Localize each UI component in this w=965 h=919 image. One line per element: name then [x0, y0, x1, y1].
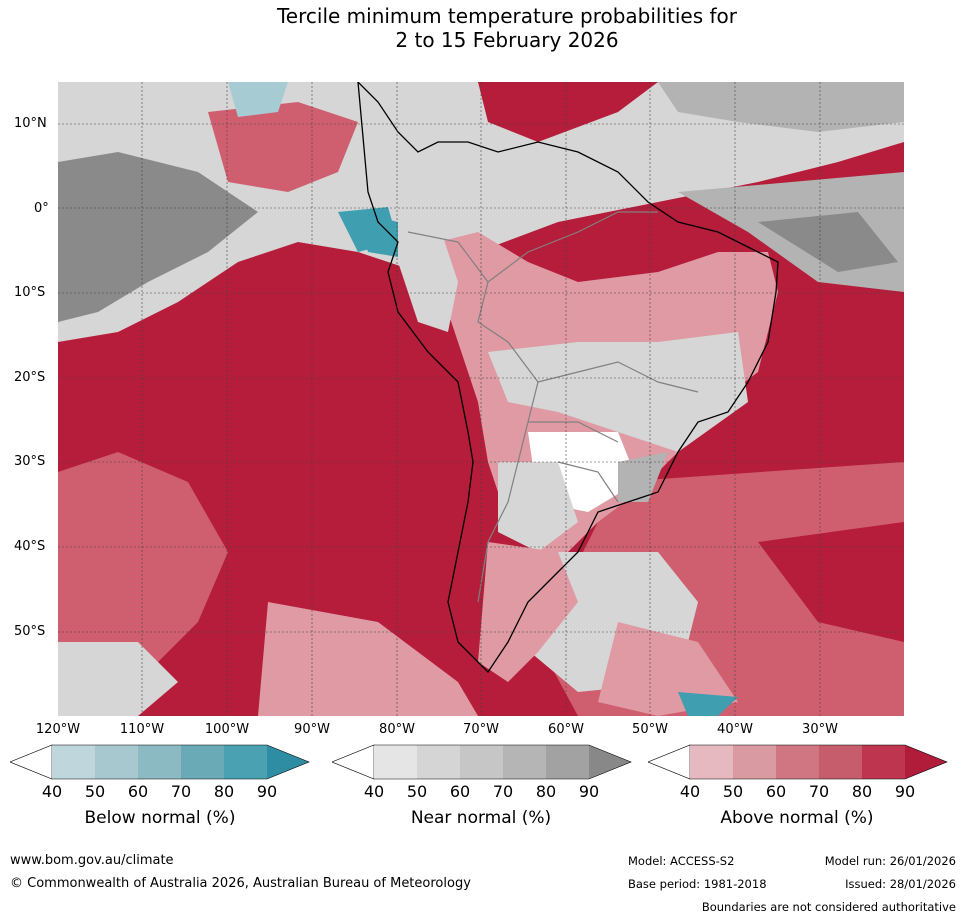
below-tick-90: 90	[256, 782, 278, 801]
above-tick-40: 40	[679, 782, 701, 801]
above-swatch-2	[733, 745, 776, 779]
above-tick-50: 50	[722, 782, 744, 801]
model-run-text: Model run: 26/01/2026	[824, 854, 956, 868]
above-normal-patch-south-atlantic	[598, 622, 738, 716]
below-normal-peru-coast	[358, 212, 398, 257]
near-normal-andes-north	[388, 222, 458, 332]
below-tick-50: 50	[84, 782, 106, 801]
above-normal-title: Above normal (%)	[720, 808, 874, 828]
above-swatch-5	[862, 745, 905, 779]
lon-label-110w: 110°W	[119, 722, 165, 737]
below-swatch-4	[181, 745, 224, 779]
near-tick-50: 50	[406, 782, 428, 801]
issued-text: Issued: 28/01/2026	[845, 877, 956, 891]
base-period-text: Base period: 1981-2018	[628, 877, 767, 891]
near-swatch-5	[546, 745, 589, 779]
title-line-2: 2 to 15 February 2026	[395, 28, 619, 52]
below-normal-patch-south-atlantic	[678, 692, 738, 716]
above-swatch-1	[690, 745, 733, 779]
near-tick-90: 90	[578, 782, 600, 801]
lat-label-20s: 20°S	[14, 370, 46, 385]
below-normal-patch-1	[228, 82, 288, 117]
title-line-1: Tercile minimum temperature probabilitie…	[276, 4, 738, 28]
map-canvas	[58, 82, 904, 716]
colorbar-below-normal	[10, 744, 310, 780]
above-normal-caribbean	[478, 82, 658, 142]
near-tick-60: 60	[449, 782, 471, 801]
below-tick-70: 70	[170, 782, 192, 801]
colorbar-above-graphic	[648, 744, 948, 780]
map-title: Tercile minimum temperature probabilitie…	[0, 4, 965, 52]
above-tick-60: 60	[765, 782, 787, 801]
lon-label-60w: 60°W	[548, 722, 584, 737]
below-swatch-3	[138, 745, 181, 779]
lon-label-100w: 100°W	[204, 722, 250, 737]
above-normal-low-south-pacific	[258, 602, 478, 716]
below-normal-title: Below normal (%)	[84, 808, 236, 828]
below-tick-60: 60	[127, 782, 149, 801]
near-tick-80: 80	[535, 782, 557, 801]
lon-label-70w: 70°W	[463, 722, 499, 737]
probability-map	[58, 82, 904, 716]
near-normal-argentina-north	[498, 462, 578, 552]
lon-label-90w: 90°W	[294, 722, 330, 737]
below-swatch-5	[224, 745, 267, 779]
near-swatch-1	[374, 745, 417, 779]
lat-label-10s: 10°S	[14, 285, 46, 300]
south-america-coastline	[357, 82, 779, 674]
near-normal-dark-region-west	[58, 152, 258, 322]
colorbar-near-normal	[332, 744, 632, 780]
lat-label-40s: 40°S	[14, 539, 46, 554]
colorbar-below-graphic	[10, 744, 310, 780]
near-normal-atlantic-north	[658, 82, 904, 132]
copyright-text: © Commonwealth of Australia 2026, Austra…	[10, 876, 471, 891]
near-swatch-3	[460, 745, 503, 779]
near-swatch-6	[589, 745, 631, 779]
lon-label-120w: 120°W	[35, 722, 81, 737]
near-normal-brazil-central	[488, 332, 748, 452]
colorbar-above-normal	[648, 744, 948, 780]
graticule	[58, 82, 904, 716]
above-tick-70: 70	[808, 782, 830, 801]
above-tick-90: 90	[894, 782, 916, 801]
near-normal-dark-atlantic	[758, 212, 898, 272]
lon-label-50w: 50°W	[632, 722, 668, 737]
above-swatch-6	[905, 745, 947, 779]
below-tick-80: 80	[213, 782, 235, 801]
below-tick-40: 40	[41, 782, 63, 801]
near-normal-far-south-pacific	[58, 642, 178, 716]
model-text: Model: ACCESS-S2	[628, 854, 735, 868]
above-tick-80: 80	[851, 782, 873, 801]
lon-label-40w: 40°W	[717, 722, 753, 737]
near-swatch-4	[503, 745, 546, 779]
above-swatch-3	[776, 745, 819, 779]
website-link[interactable]: www.bom.gov.au/climate	[10, 853, 174, 868]
near-normal-title: Near normal (%)	[410, 808, 552, 828]
near-normal-patch-2	[618, 452, 668, 502]
above-normal-southwest-pacific	[58, 452, 228, 702]
colorbar-near-graphic	[332, 744, 632, 780]
near-swatch-2	[417, 745, 460, 779]
lat-label-30s: 30°S	[14, 454, 46, 469]
below-swatch-6	[267, 745, 309, 779]
below-swatch-2	[95, 745, 138, 779]
disclaimer-text: Boundaries are not considered authoritat…	[701, 900, 956, 914]
above-normal-deep-south-atlantic	[758, 522, 904, 642]
country-borders-east	[487, 211, 699, 503]
above-normal-patch-north-pacific	[208, 102, 358, 192]
above-swatch-4	[819, 745, 862, 779]
lon-label-30w: 30°W	[802, 722, 838, 737]
lat-label-10n: 10°N	[14, 116, 47, 131]
lat-label-50s: 50°S	[14, 624, 46, 639]
near-tick-40: 40	[363, 782, 385, 801]
lon-label-80w: 80°W	[379, 722, 415, 737]
below-swatch-1	[52, 745, 95, 779]
lat-label-0: 0°	[34, 201, 49, 216]
near-tick-70: 70	[492, 782, 514, 801]
